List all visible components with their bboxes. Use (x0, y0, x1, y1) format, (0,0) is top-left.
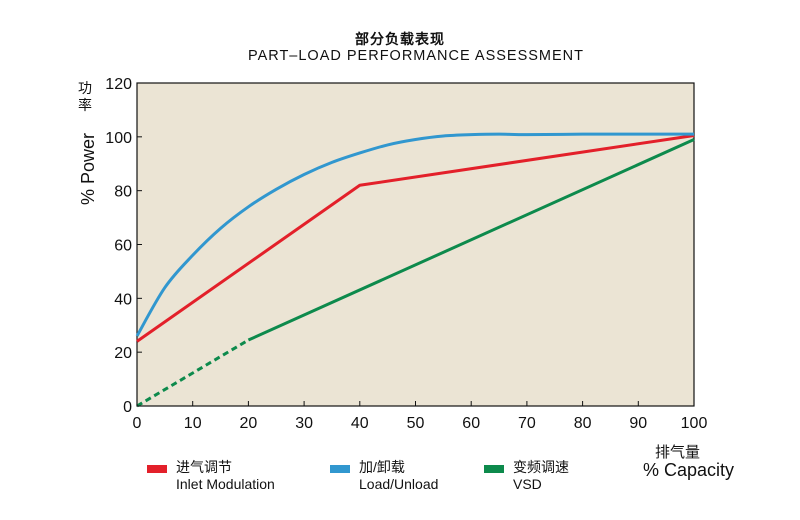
x-tick-label: 50 (407, 415, 425, 432)
y-tick-label: 120 (105, 76, 132, 93)
y-tick-label: 20 (114, 345, 132, 362)
x-tick-label: 90 (629, 415, 647, 432)
y-axis-label: % Power (78, 132, 98, 205)
series-line-load-unload (135, 132, 694, 337)
y-tick-label: 60 (114, 238, 132, 255)
x-tick-label: 80 (574, 415, 592, 432)
x-tick-label: 40 (351, 415, 369, 432)
y-tick-label: 80 (114, 184, 132, 201)
legend-swatch-vsd (484, 465, 504, 473)
x-tick-label: 20 (240, 415, 258, 432)
x-axis-label: % Capacity (643, 460, 735, 480)
x-tick-label: 0 (133, 415, 142, 432)
series-line-vsd-dashed (136, 338, 250, 408)
plot-area (136, 82, 695, 407)
legend-swatch-inlet-modulation (147, 465, 167, 473)
legend-label-cn: 变频调速 (513, 459, 569, 475)
legend-swatch-load-unload (330, 465, 350, 473)
legend-label-en: Load/Unload (359, 476, 439, 492)
y-tick-label: 0 (123, 399, 132, 416)
series-line-inlet-modulation (136, 134, 695, 343)
legend-label-en: Inlet Modulation (176, 476, 275, 492)
legend-label-en: VSD (513, 476, 542, 492)
x-tick-label: 100 (681, 415, 708, 432)
x-tick-label: 70 (518, 415, 536, 432)
y-tick-label: 100 (105, 130, 132, 147)
series-line-vsd (247, 138, 695, 342)
x-axis-label-cn: 排气量 (655, 444, 701, 461)
x-tick-label: 30 (295, 415, 313, 432)
y-tick-label: 40 (114, 291, 132, 308)
x-tick-label: 60 (462, 415, 480, 432)
chart-title: 部分负载表现 (355, 31, 445, 47)
x-tick-label: 10 (184, 415, 202, 432)
legend-label-cn: 加/卸载 (359, 459, 405, 475)
y-axis-label-cn: 功率 (78, 80, 92, 113)
chart-subtitle: PART–LOAD PERFORMANCE ASSESSMENT (247, 48, 585, 64)
legend-label-cn: 进气调节 (176, 459, 232, 475)
